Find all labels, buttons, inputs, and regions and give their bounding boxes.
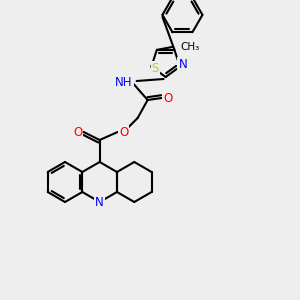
Text: N: N bbox=[95, 196, 104, 208]
Text: S: S bbox=[152, 62, 159, 75]
Text: N: N bbox=[178, 58, 187, 71]
Text: O: O bbox=[73, 125, 82, 139]
Text: O: O bbox=[119, 125, 128, 139]
Text: CH₃: CH₃ bbox=[181, 42, 200, 52]
Text: NH: NH bbox=[115, 76, 132, 88]
Text: O: O bbox=[163, 92, 172, 104]
